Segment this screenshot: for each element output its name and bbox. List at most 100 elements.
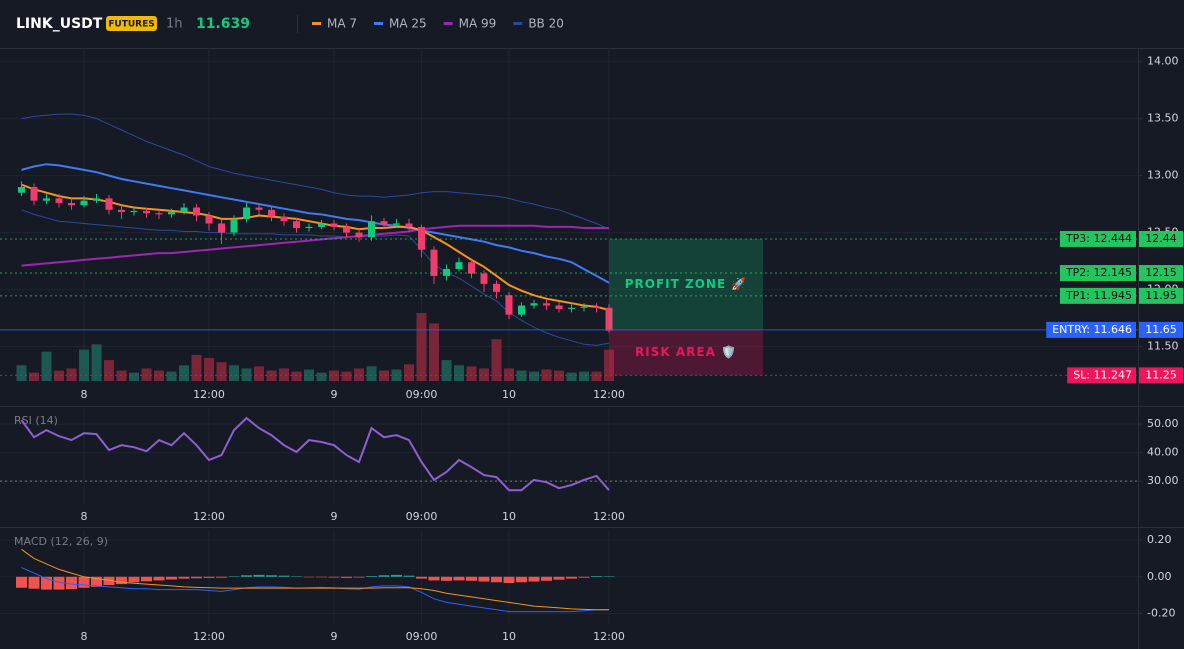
x-tick-label: 8 <box>81 388 88 401</box>
histogram-bar <box>203 576 215 578</box>
badge: FUTURES <box>108 20 154 30</box>
volume-bar <box>141 368 152 381</box>
histogram-bar <box>441 576 452 581</box>
volume-bar <box>91 344 102 381</box>
candle-body <box>318 223 325 227</box>
axis-level-label: 11.25 <box>1145 368 1177 381</box>
candle-body <box>18 187 25 193</box>
axis-level-label: 12.44 <box>1145 232 1177 245</box>
histogram-bar <box>341 576 352 578</box>
profit-zone <box>609 238 763 330</box>
candle-body <box>55 198 63 203</box>
volume-bar <box>491 339 502 381</box>
volume-bar <box>466 366 477 381</box>
volume-bar <box>479 368 489 381</box>
volume-bar <box>254 366 264 381</box>
volume-bar <box>104 360 114 381</box>
histogram-bar <box>316 576 327 578</box>
y-tick-label: 0.20 <box>1147 533 1172 546</box>
risk-area <box>609 329 763 376</box>
candle-body <box>193 207 200 216</box>
level-label: TP1: 11.945 <box>1065 289 1132 302</box>
candle-body <box>293 221 300 229</box>
level-label-bg <box>1067 367 1136 384</box>
legend-label[interactable]: MA 99 <box>459 17 497 31</box>
candle-body <box>368 221 375 238</box>
candle-body <box>80 200 88 206</box>
legend-label[interactable]: MA 25 <box>389 17 427 31</box>
histogram-bar <box>241 575 252 577</box>
x-tick-label: 12:00 <box>193 388 225 401</box>
legend: MA 7 MA 25 MA 99 BB 20 <box>312 17 564 31</box>
volume-bar <box>216 362 227 381</box>
rsi-line <box>20 416 610 492</box>
axis-level-label: 11.65 <box>1145 323 1177 336</box>
volume-bar <box>591 371 602 381</box>
symbol: LINK_USDT <box>16 16 103 32</box>
level-label: ENTRY: 11.646 <box>1052 323 1132 336</box>
histogram-bar <box>553 576 565 580</box>
x-tick-label: 10 <box>502 510 516 523</box>
x-tick-label: 10 <box>502 630 516 643</box>
histogram-bar <box>478 576 490 582</box>
volume-bar <box>554 370 564 381</box>
volume-bar <box>204 357 214 381</box>
y-tick-label: 11.50 <box>1147 340 1179 353</box>
x-tick-label: 10 <box>502 388 516 401</box>
candle-body <box>443 269 450 276</box>
histogram-bar <box>591 576 602 577</box>
histogram-bar <box>191 576 202 579</box>
legend-swatch <box>443 22 453 25</box>
histogram-bar <box>141 576 152 582</box>
y-tick-label: 13.50 <box>1147 112 1179 125</box>
candle-body <box>43 198 50 201</box>
histogram-bar <box>603 576 615 577</box>
histogram-bar <box>153 576 165 581</box>
histogram-bar <box>453 576 465 581</box>
axis-label-bg <box>1139 265 1183 282</box>
volume-bar <box>154 370 164 381</box>
candle-body <box>118 209 125 213</box>
legend-swatch <box>513 22 523 25</box>
histogram-bar <box>291 576 302 577</box>
y-tick-label: 50.00 <box>1147 417 1179 430</box>
interval[interactable]: 1h <box>166 17 183 32</box>
candle-body <box>580 306 588 308</box>
x-tick-label: 09:00 <box>406 630 438 643</box>
x-tick-label: 09:00 <box>406 388 438 401</box>
candle-body <box>568 307 575 309</box>
candle-body <box>93 198 100 201</box>
candle-body <box>218 223 225 233</box>
legend-label[interactable]: BB 20 <box>528 17 564 31</box>
volume-bar <box>241 368 252 381</box>
y-tick-label: 30.00 <box>1147 474 1179 487</box>
candle-body <box>255 207 263 210</box>
histogram-bar <box>166 576 177 580</box>
volume-bar <box>454 365 464 381</box>
candle-body <box>480 273 488 284</box>
candle-body <box>455 262 463 270</box>
candle-body <box>180 207 188 213</box>
y-tick-label: -0.20 <box>1147 606 1175 619</box>
x-tick-label: 8 <box>81 630 88 643</box>
volume-bar <box>441 360 452 381</box>
x-tick-label: 9 <box>331 510 338 523</box>
histogram-bar <box>41 576 52 590</box>
candle-body <box>280 216 288 222</box>
histogram-bar <box>503 576 515 584</box>
level-label-bg <box>1059 265 1136 282</box>
volume-bar <box>304 369 314 381</box>
axis-label-bg <box>1139 367 1183 384</box>
y-tick-label: 0.00 <box>1147 570 1172 583</box>
histogram-bar <box>28 576 40 589</box>
histogram-bar <box>491 576 502 583</box>
legend-label[interactable]: MA 7 <box>327 17 357 31</box>
histogram-bar <box>391 574 402 577</box>
volume-bar <box>429 323 439 381</box>
candle-body <box>68 202 75 206</box>
volume-bar <box>529 371 539 381</box>
candle-body <box>543 303 550 306</box>
volume-bar <box>566 372 577 381</box>
histogram-bar <box>91 576 102 587</box>
